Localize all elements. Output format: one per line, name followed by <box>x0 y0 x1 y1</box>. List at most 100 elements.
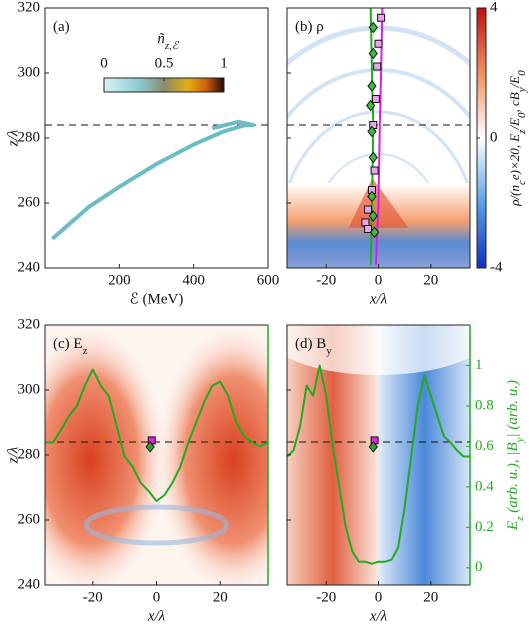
x-axis-label: ℰ (MeV) <box>130 291 184 307</box>
diamond-marker <box>366 99 376 112</box>
square-marker <box>377 13 386 22</box>
y2-tick-label: 0.6 <box>475 438 494 454</box>
square-marker <box>371 95 380 103</box>
x-tick-label: 20 <box>423 589 438 605</box>
diamond-marker <box>367 80 377 92</box>
x-tick-label: 20 <box>213 589 228 605</box>
x-tick-label: 0 <box>153 589 161 605</box>
x-tick-label: 400 <box>182 272 205 288</box>
panel-label-part: z <box>83 345 88 357</box>
y-tick-label: 280 <box>18 446 41 462</box>
colorbar-tick-label: -4 <box>490 259 503 275</box>
colorbar-tick-label: 0.5 <box>155 55 174 71</box>
panel <box>45 119 268 241</box>
y2-axis-label-part: | (arb. u.) <box>505 380 521 437</box>
map-texture <box>287 325 470 375</box>
y2-tick-label: 0.8 <box>475 397 494 413</box>
colorbar-label-part: c <box>516 180 528 185</box>
colorbar-tick-label: 1 <box>220 55 228 71</box>
diamond-marker <box>368 210 378 222</box>
colorbar-label-part: 0 <box>516 112 528 118</box>
data-line <box>45 368 269 502</box>
x-tick-label: 0 <box>375 272 383 288</box>
panel-label: (a) <box>53 19 70 35</box>
y-tick-label: 320 <box>18 0 41 15</box>
panel-label-part: (b) ρ <box>295 19 324 35</box>
diamond-marker <box>368 151 378 164</box>
square-marker <box>370 166 379 175</box>
x-tick-label: -20 <box>316 589 336 605</box>
x-axis-label: x/λ <box>147 608 166 624</box>
colorbar-label-part: 0 <box>516 70 528 76</box>
map-texture <box>153 325 268 585</box>
colorbar-label: ñz,ℰ <box>157 31 180 51</box>
data-line <box>286 364 470 565</box>
y2-tick-label: 0.2 <box>475 519 494 535</box>
panel <box>287 325 470 585</box>
data-line <box>51 119 256 241</box>
square-marker <box>373 62 382 71</box>
x-tick-label: 20 <box>423 272 438 288</box>
square-marker <box>364 205 373 214</box>
colorbar-tick-label: 0 <box>490 129 498 145</box>
y2-axis-label-part: E <box>505 521 521 531</box>
panel-label: (c) Ez <box>53 336 88 356</box>
y2-axis-label: Ez (arb. u.), |By| (arb. u.) <box>505 380 525 531</box>
y-axis-label: z/λ <box>5 129 21 147</box>
trajectory-line <box>374 8 384 265</box>
y-tick-label: 260 <box>18 194 41 210</box>
panel-label-part: (a) <box>53 19 70 35</box>
square-marker <box>361 218 370 227</box>
diamond-marker <box>368 21 378 34</box>
colorbar-label-part: z <box>516 129 528 135</box>
y-tick-label: 300 <box>18 381 41 397</box>
colorbar-label-part: y <box>516 87 528 93</box>
panel <box>45 325 268 585</box>
panel-label-part: (c) E <box>53 336 83 352</box>
y2-tick-label: 0 <box>475 559 483 575</box>
y2-tick-label: 0.4 <box>475 478 494 494</box>
y2-axis-label-part: (arb. u.), |B <box>505 442 521 516</box>
map-texture <box>84 504 229 546</box>
colorbar-label-part: z,ℰ <box>164 40 180 52</box>
y-tick-label: 240 <box>18 576 41 592</box>
colorbar-label-part: ρ/(n <box>507 185 522 207</box>
y2-axis-label-part: z <box>514 516 526 522</box>
diamond-marker <box>368 441 378 453</box>
colorbar-tick-label: 0 <box>100 55 108 71</box>
panel-label: (d) By <box>295 336 332 356</box>
colorbar-label-part: e)×20, E <box>507 134 522 180</box>
square-marker <box>374 39 383 48</box>
diamond-marker <box>368 47 378 60</box>
colorbar-tick-label: 4 <box>490 0 498 15</box>
x-axis-label: x/λ <box>369 291 388 307</box>
y-tick-label: 320 <box>18 316 41 332</box>
diamond-marker <box>145 441 155 453</box>
colorbar-label: ρ/(nce)×20, Ez/E0, cBy/E0 <box>507 70 528 207</box>
x-tick-label: 200 <box>108 272 131 288</box>
diamond-marker <box>369 226 380 239</box>
y2-tick-label: 1 <box>475 357 483 373</box>
x-tick-label: -20 <box>316 272 336 288</box>
panel-label: (b) ρ <box>295 19 324 35</box>
map-texture <box>45 325 170 585</box>
square-marker <box>364 225 373 233</box>
diamond-marker <box>367 125 377 138</box>
y2-axis-label-part: y <box>514 437 526 443</box>
y-tick-label: 240 <box>18 259 41 275</box>
x-tick-label: 600 <box>257 272 280 288</box>
colorbar-label-part: ñ <box>157 31 165 47</box>
map-texture <box>287 25 470 67</box>
colorbar-label-part: /E <box>507 118 522 131</box>
map-texture <box>287 110 470 196</box>
colorbar-label-part: /E <box>507 76 522 89</box>
y-axis-label: z/λ <box>5 446 21 464</box>
y-tick-label: 260 <box>18 511 41 527</box>
y-tick-label: 300 <box>18 64 41 80</box>
x-tick-label: 0 <box>375 589 383 605</box>
colorbar-label-part: , cB <box>507 92 522 112</box>
y-tick-label: 280 <box>18 129 41 145</box>
x-axis-label: x/λ <box>369 608 388 624</box>
x-tick-label: -20 <box>83 589 103 605</box>
